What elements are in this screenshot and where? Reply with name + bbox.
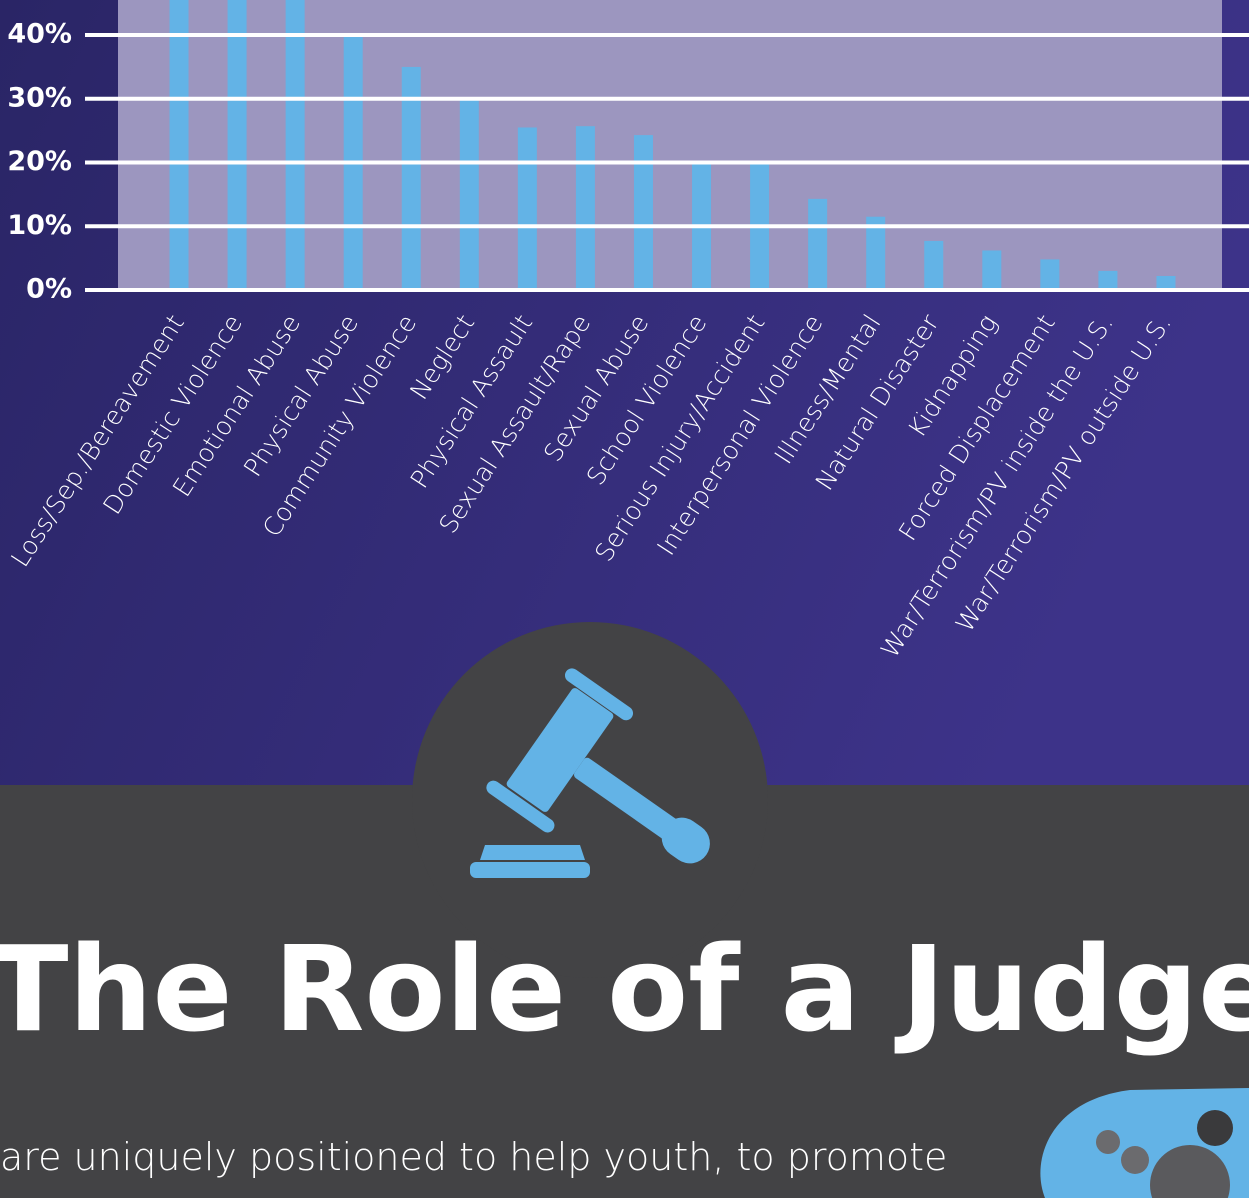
section-title: The Role of a Judge	[0, 920, 1249, 1058]
plot-area	[118, 0, 1222, 290]
bar	[808, 199, 827, 290]
bar	[286, 0, 305, 290]
y-tick-label: 0%	[26, 274, 72, 305]
y-tick-label: 20%	[7, 146, 72, 177]
bar	[924, 241, 943, 290]
y-tick-label: 10%	[7, 210, 72, 241]
bar	[1098, 271, 1117, 290]
bar	[170, 0, 189, 290]
bar	[228, 0, 247, 290]
page: Loss/Sep./BereavementDomestic ViolenceEm…	[0, 0, 1249, 1198]
infographic: Loss/Sep./BereavementDomestic ViolenceEm…	[0, 0, 1249, 1198]
bar	[460, 99, 479, 290]
bar	[518, 127, 537, 290]
bar	[576, 126, 595, 290]
bar	[1040, 259, 1059, 290]
bar	[1156, 276, 1175, 290]
y-tick-label: 30%	[7, 82, 72, 113]
bar	[634, 135, 653, 290]
section-text: are uniquely positioned to help youth, t…	[0, 1135, 947, 1179]
y-tick-label: 40%	[7, 19, 72, 50]
bar	[982, 250, 1001, 290]
